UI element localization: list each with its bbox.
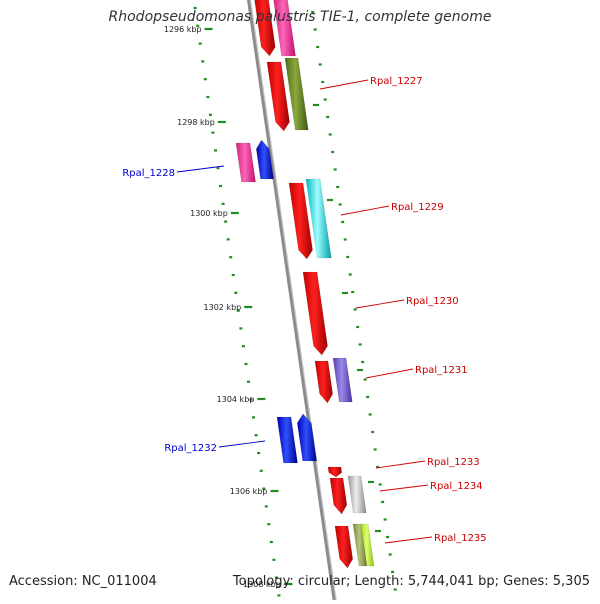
gene-feature[interactable]	[266, 61, 290, 132]
gene-feature[interactable]	[235, 142, 256, 183]
label-leader-line	[319, 79, 369, 90]
gene-label-rpal-1228[interactable]: Rpal_1228	[122, 168, 175, 179]
label-leader-line	[379, 484, 429, 492]
gene-feature[interactable]	[305, 178, 332, 259]
gene-feature[interactable]	[302, 271, 328, 356]
gene-feature[interactable]	[296, 413, 318, 462]
gene-label-rpal-1227[interactable]: Rpal_1227	[370, 76, 423, 87]
genome-backbone	[246, 0, 338, 604]
kbp-label: 1296 kbp	[164, 25, 202, 34]
gene-label-rpal-1232[interactable]: Rpal_1232	[164, 443, 217, 454]
gene-feature[interactable]	[273, 0, 296, 57]
label-leader-line	[355, 299, 405, 309]
kbp-label: 1304 kbp	[217, 395, 255, 404]
label-leader-line	[375, 460, 426, 469]
gene-label-rpal-1229[interactable]: Rpal_1229	[391, 202, 444, 213]
map-title: Rhodopseudomonas palustris TIE-1, comple…	[108, 9, 492, 25]
kbp-label: 1308 kbp	[243, 580, 281, 589]
label-leader-line	[218, 440, 266, 448]
genome-backbone-highlight	[249, 0, 338, 604]
gene-feature[interactable]	[255, 139, 274, 180]
gene-feature[interactable]	[327, 466, 343, 478]
gene-feature[interactable]	[284, 57, 309, 131]
label-leader-line	[365, 368, 414, 379]
gene-label-rpal-1230[interactable]: Rpal_1230	[406, 296, 459, 307]
gene-feature[interactable]	[254, 0, 276, 57]
gene-label-rpal-1233[interactable]: Rpal_1233	[427, 457, 480, 468]
accession-text: Accession: NC_011004	[9, 574, 157, 589]
kbp-label: 1306 kbp	[230, 487, 268, 496]
gene-feature[interactable]	[347, 475, 367, 514]
kbp-label: 1302 kbp	[204, 303, 242, 312]
gene-feature[interactable]	[288, 182, 313, 260]
label-leader-line	[176, 165, 225, 173]
kbp-label: 1298 kbp	[177, 118, 215, 127]
genome-summary-text: Topology: circular; Length: 5,744,041 bp…	[232, 574, 590, 589]
gene-feature[interactable]	[360, 523, 375, 567]
gene-label-rpal-1234[interactable]: Rpal_1234	[430, 481, 483, 492]
gene-feature[interactable]	[334, 525, 354, 569]
gene-label-rpal-1235[interactable]: Rpal_1235	[434, 533, 487, 544]
gene-feature[interactable]	[332, 357, 353, 403]
label-leader-line	[340, 205, 390, 216]
gene-feature[interactable]	[314, 360, 334, 404]
label-leader-line	[384, 536, 433, 544]
gene-feature[interactable]	[329, 477, 348, 515]
kbp-label: 1300 kbp	[190, 209, 228, 218]
gene-feature[interactable]	[276, 416, 298, 464]
gene-label-rpal-1231[interactable]: Rpal_1231	[415, 365, 468, 376]
